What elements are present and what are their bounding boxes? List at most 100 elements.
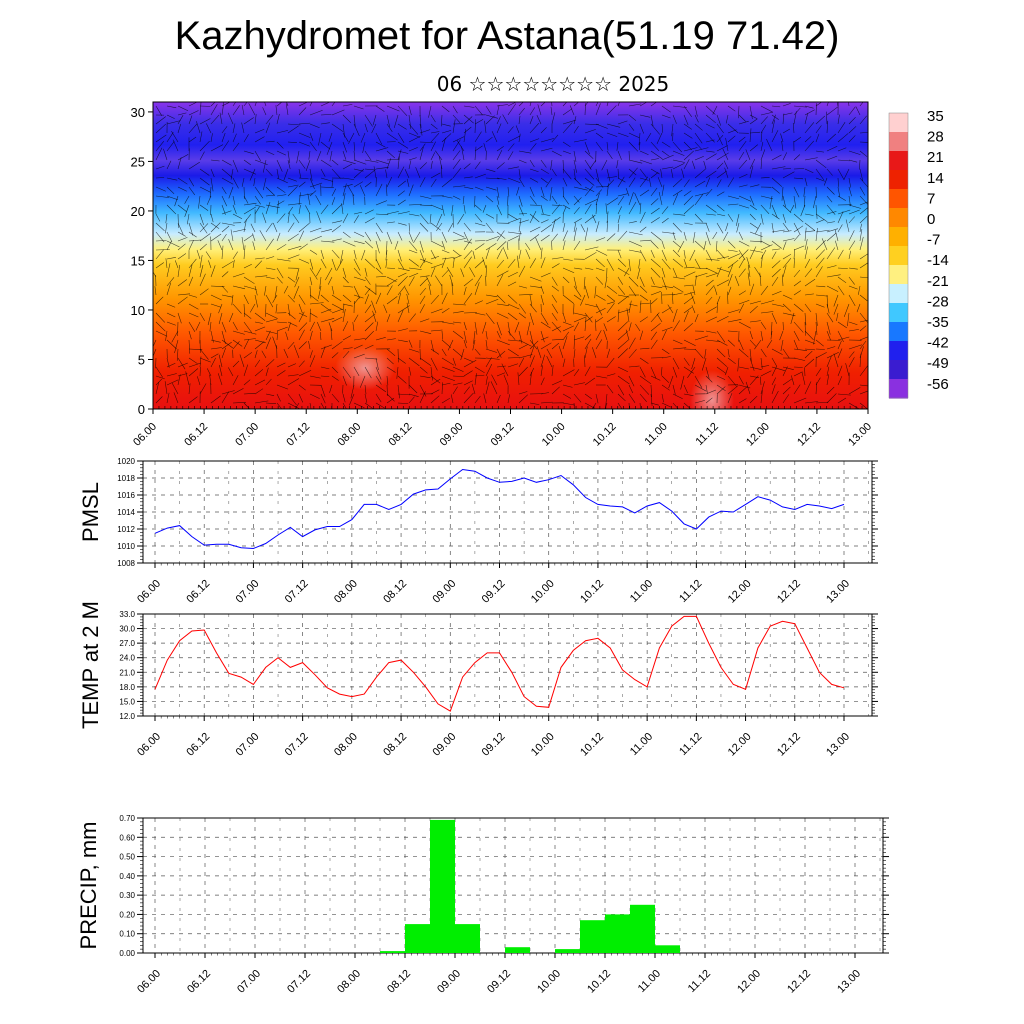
wind-arrow bbox=[837, 285, 845, 296]
wind-arrow bbox=[309, 190, 317, 197]
wind-arrow bbox=[855, 106, 861, 116]
wind-arrow bbox=[298, 311, 305, 323]
wind-arrow bbox=[485, 243, 497, 251]
wind-arrow bbox=[749, 305, 758, 314]
wind-arrow bbox=[287, 321, 298, 327]
wind-arrow bbox=[562, 206, 567, 215]
wind-arrow bbox=[540, 247, 543, 260]
wind-arrow bbox=[397, 375, 407, 384]
wind-arrow bbox=[661, 393, 664, 403]
wind-arrow bbox=[573, 222, 577, 233]
wind-arrow bbox=[188, 339, 191, 354]
wind-arrow bbox=[419, 258, 427, 269]
wind-arrow bbox=[573, 102, 580, 107]
wind-arrow bbox=[782, 348, 790, 359]
wind-arrow bbox=[589, 159, 597, 169]
colorbar-swatch bbox=[889, 132, 908, 152]
wind-arrow bbox=[723, 160, 729, 170]
wind-arrow bbox=[617, 331, 628, 341]
wind-arrow bbox=[584, 198, 598, 206]
wind-arrow bbox=[859, 132, 868, 134]
wind-arrow bbox=[188, 239, 201, 242]
wind-arrow bbox=[430, 255, 440, 260]
wind-arrow bbox=[815, 150, 825, 153]
wind-arrow bbox=[262, 107, 267, 116]
wind-arrow bbox=[330, 328, 333, 341]
wind-arrow bbox=[661, 141, 671, 148]
wind-arrow bbox=[210, 114, 220, 125]
wind-arrow bbox=[683, 307, 692, 314]
wind-arrow bbox=[826, 366, 830, 377]
wind-arrow bbox=[584, 355, 586, 368]
wind-arrow bbox=[603, 329, 608, 341]
wind-arrow bbox=[859, 236, 864, 251]
wind-arrow bbox=[166, 241, 172, 251]
wind-arrow bbox=[826, 274, 841, 278]
wind-arrow bbox=[749, 231, 763, 238]
wind-arrow bbox=[452, 159, 461, 170]
wind-arrow bbox=[309, 249, 318, 255]
wind-arrow bbox=[804, 109, 815, 116]
wind-arrow bbox=[540, 204, 544, 215]
wind-arrow bbox=[386, 278, 398, 287]
wind-arrow bbox=[518, 303, 527, 314]
wind-arrow bbox=[471, 383, 476, 395]
wind-arrow bbox=[639, 285, 648, 293]
wind-arrow bbox=[446, 267, 454, 278]
wind-arrow bbox=[353, 150, 356, 161]
wind-arrow bbox=[727, 195, 740, 200]
wind-arrow bbox=[837, 376, 843, 386]
wind-arrow bbox=[287, 186, 298, 197]
wind-arrow bbox=[474, 173, 486, 179]
wind-arrow bbox=[628, 349, 637, 359]
wind-arrow bbox=[241, 122, 245, 134]
wind-arrow bbox=[353, 258, 361, 271]
wind-arrow bbox=[782, 258, 792, 269]
wind-arrow bbox=[771, 251, 777, 260]
wind-arrow bbox=[815, 103, 817, 116]
wind-arrow bbox=[540, 213, 551, 216]
wind-arrow bbox=[177, 357, 186, 370]
wind-arrow bbox=[155, 165, 165, 170]
wind-arrow bbox=[837, 168, 845, 181]
wind-arrow bbox=[434, 275, 443, 287]
wind-arrow bbox=[703, 160, 707, 170]
wind-arrow bbox=[496, 146, 504, 152]
wind-arrow bbox=[341, 203, 344, 215]
wind-arrow bbox=[705, 139, 715, 143]
wind-arrow bbox=[452, 139, 461, 152]
wind-arrow bbox=[276, 244, 287, 251]
wind-arrow bbox=[419, 278, 428, 287]
wind-arrow bbox=[658, 191, 663, 206]
wind-arrow bbox=[859, 102, 864, 107]
wind-arrow bbox=[760, 348, 767, 358]
wind-arrow bbox=[276, 186, 286, 193]
wind-arrow bbox=[771, 390, 779, 404]
wind-arrow bbox=[727, 259, 739, 269]
wind-arrow bbox=[672, 163, 685, 170]
wind-arrow bbox=[496, 162, 505, 170]
x-tick-label: 08.00 bbox=[332, 731, 360, 759]
wind-arrow bbox=[529, 107, 536, 116]
wind-arrow bbox=[672, 231, 676, 241]
wind-arrow bbox=[837, 177, 839, 187]
wind-arrow bbox=[606, 294, 615, 302]
wind-arrow bbox=[639, 347, 650, 350]
wind-arrow bbox=[155, 330, 168, 337]
wind-arrow bbox=[672, 357, 680, 370]
wind-arrow bbox=[243, 379, 251, 386]
wind-arrow bbox=[771, 204, 778, 218]
wind-arrow bbox=[837, 209, 851, 215]
wind-arrow bbox=[815, 339, 824, 347]
wind-arrow bbox=[628, 177, 636, 188]
wind-arrow bbox=[639, 384, 650, 395]
wind-arrow bbox=[705, 375, 713, 383]
wind-arrow bbox=[496, 372, 506, 377]
wind-arrow bbox=[833, 353, 839, 368]
wind-arrow bbox=[155, 177, 165, 179]
wind-arrow bbox=[166, 263, 171, 278]
wind-arrow bbox=[287, 294, 295, 303]
wind-arrow bbox=[386, 158, 400, 161]
precip-bar bbox=[630, 904, 655, 953]
wind-arrow bbox=[595, 186, 608, 188]
